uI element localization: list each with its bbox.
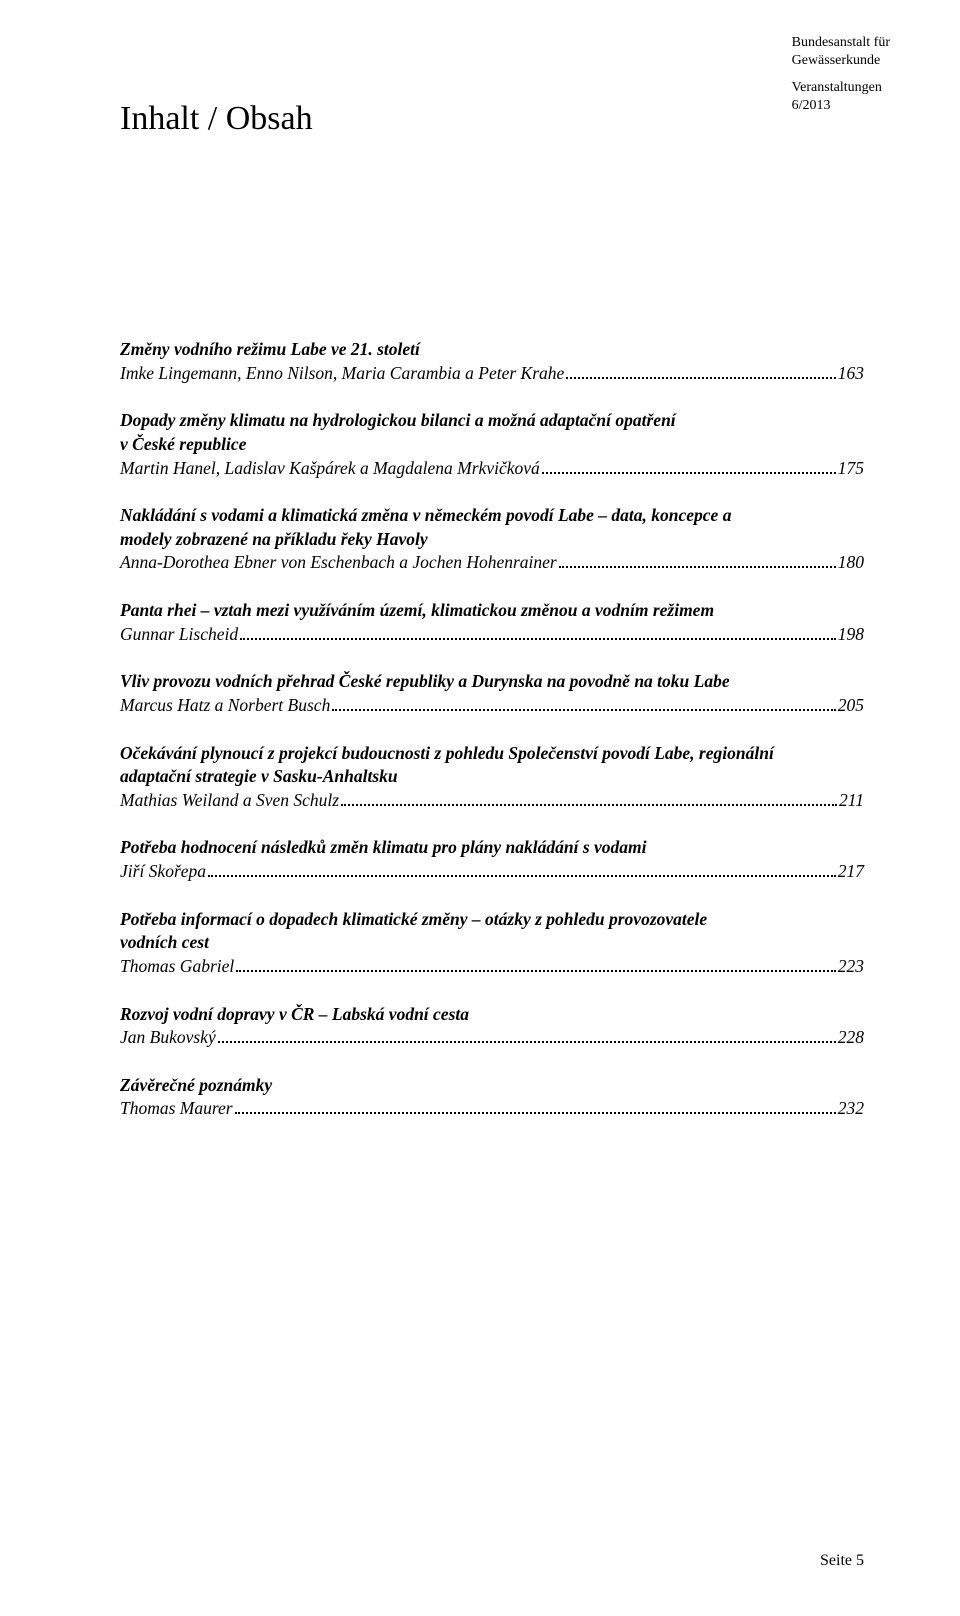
toc-entry-page: 198 bbox=[838, 623, 864, 647]
toc-entry-author-row: Thomas Maurer 232 bbox=[120, 1097, 864, 1121]
toc-entry-authors: Thomas Gabriel bbox=[120, 955, 234, 979]
toc-entry-authors: Gunnar Lischeid bbox=[120, 623, 238, 647]
toc-entry-author-row: Thomas Gabriel 223 bbox=[120, 955, 864, 979]
toc-entry-title-line: Potřeba hodnocení následků změn klimatu … bbox=[120, 836, 864, 860]
toc-entries: Změny vodního režimu Labe ve 21. století… bbox=[120, 338, 864, 1121]
toc-entry: Závěrečné poznámkyThomas Maurer 232 bbox=[120, 1074, 864, 1121]
toc-leader-dots bbox=[566, 369, 835, 379]
org-line-2: Gewässerkunde bbox=[792, 52, 890, 70]
toc-entry-title-line: Rozvoj vodní dopravy v ČR – Labská vodní… bbox=[120, 1003, 864, 1027]
toc-entry-authors: Jiří Skořepa bbox=[120, 860, 206, 884]
toc-entry-title-line: Potřeba informací o dopadech klimatické … bbox=[120, 908, 864, 932]
toc-entry-authors: Marcus Hatz a Norbert Busch bbox=[120, 694, 330, 718]
toc-entry-title-line: adaptační strategie v Sasku-Anhaltsku bbox=[120, 765, 864, 789]
toc-entry-author-row: Marcus Hatz a Norbert Busch 205 bbox=[120, 694, 864, 718]
toc-entry-page: 205 bbox=[838, 694, 864, 718]
toc-entry-title-line: Změny vodního režimu Labe ve 21. století bbox=[120, 338, 864, 362]
page-footer: Seite 5 bbox=[820, 1552, 864, 1570]
toc-entry-authors: Jan Bukovský bbox=[120, 1026, 216, 1050]
toc-entry-title-line: modely zobrazené na příkladu řeky Havoly bbox=[120, 528, 864, 552]
toc-entry: Dopady změny klimatu na hydrologickou bi… bbox=[120, 409, 864, 480]
toc-entry-page: 180 bbox=[838, 551, 864, 575]
toc-entry: Rozvoj vodní dopravy v ČR – Labská vodní… bbox=[120, 1003, 864, 1050]
toc-leader-dots bbox=[341, 796, 837, 806]
page-title: Inhalt / Obsah bbox=[120, 100, 864, 138]
toc-entry-authors: Imke Lingemann, Enno Nilson, Maria Caram… bbox=[120, 362, 564, 386]
event-line-2: 6/2013 bbox=[792, 97, 890, 115]
toc-leader-dots bbox=[235, 1105, 836, 1115]
toc-leader-dots bbox=[236, 962, 836, 972]
toc-entry: Očekávání plynoucí z projekcí budoucnost… bbox=[120, 742, 864, 813]
toc-entry-author-row: Jan Bukovský 228 bbox=[120, 1026, 864, 1050]
toc-entry: Nakládání s vodami a klimatická změna v … bbox=[120, 504, 864, 575]
event-line-1: Veranstaltungen bbox=[792, 79, 890, 97]
toc-entry-author-row: Martin Hanel, Ladislav Kašpárek a Magdal… bbox=[120, 457, 864, 481]
toc-entry-author-row: Mathias Weiland a Sven Schulz 211 bbox=[120, 789, 864, 813]
toc-entry-authors: Thomas Maurer bbox=[120, 1097, 233, 1121]
toc-entry-author-row: Jiří Skořepa 217 bbox=[120, 860, 864, 884]
toc-entry-title-line: v České republice bbox=[120, 433, 864, 457]
toc-leader-dots bbox=[208, 867, 836, 877]
header-right-block: Bundesanstalt für Gewässerkunde Veransta… bbox=[792, 34, 890, 114]
toc-entry-page: 217 bbox=[838, 860, 864, 884]
toc-entry-title-line: Očekávání plynoucí z projekcí budoucnost… bbox=[120, 742, 864, 766]
org-line-1: Bundesanstalt für bbox=[792, 34, 890, 52]
toc-entry-page: 223 bbox=[838, 955, 864, 979]
toc-entry: Potřeba hodnocení následků změn klimatu … bbox=[120, 836, 864, 883]
toc-entry-authors: Anna-Dorothea Ebner von Eschenbach a Joc… bbox=[120, 551, 557, 575]
toc-entry-author-row: Imke Lingemann, Enno Nilson, Maria Caram… bbox=[120, 362, 864, 386]
toc-entry-authors: Martin Hanel, Ladislav Kašpárek a Magdal… bbox=[120, 457, 540, 481]
toc-leader-dots bbox=[559, 559, 836, 569]
toc-entry: Potřeba informací o dopadech klimatické … bbox=[120, 908, 864, 979]
toc-entry-page: 211 bbox=[839, 789, 864, 813]
toc-entry-page: 163 bbox=[838, 362, 864, 386]
toc-entry-title-line: Nakládání s vodami a klimatická změna v … bbox=[120, 504, 864, 528]
toc-entry-title-line: Závěrečné poznámky bbox=[120, 1074, 864, 1098]
toc-leader-dots bbox=[218, 1034, 836, 1044]
toc-entry: Změny vodního režimu Labe ve 21. století… bbox=[120, 338, 864, 385]
header-spacer bbox=[792, 69, 890, 79]
toc-leader-dots bbox=[332, 701, 835, 711]
toc-entry: Panta rhei – vztah mezi využíváním území… bbox=[120, 599, 864, 646]
toc-entry-page: 232 bbox=[838, 1097, 864, 1121]
page: Bundesanstalt für Gewässerkunde Veransta… bbox=[0, 0, 960, 1616]
toc-entry-title-line: Dopady změny klimatu na hydrologickou bi… bbox=[120, 409, 864, 433]
toc-entry-title-line: Panta rhei – vztah mezi využíváním území… bbox=[120, 599, 864, 623]
toc-entry-title-line: Vliv provozu vodních přehrad České repub… bbox=[120, 670, 864, 694]
toc-entry-page: 175 bbox=[838, 457, 864, 481]
toc-entry-page: 228 bbox=[838, 1026, 864, 1050]
toc-entry-author-row: Gunnar Lischeid 198 bbox=[120, 623, 864, 647]
toc-entry: Vliv provozu vodních přehrad České repub… bbox=[120, 670, 864, 717]
toc-entry-authors: Mathias Weiland a Sven Schulz bbox=[120, 789, 339, 813]
toc-entry-author-row: Anna-Dorothea Ebner von Eschenbach a Joc… bbox=[120, 551, 864, 575]
toc-entry-title-line: vodních cest bbox=[120, 931, 864, 955]
toc-leader-dots bbox=[542, 464, 836, 474]
toc-leader-dots bbox=[240, 630, 836, 640]
